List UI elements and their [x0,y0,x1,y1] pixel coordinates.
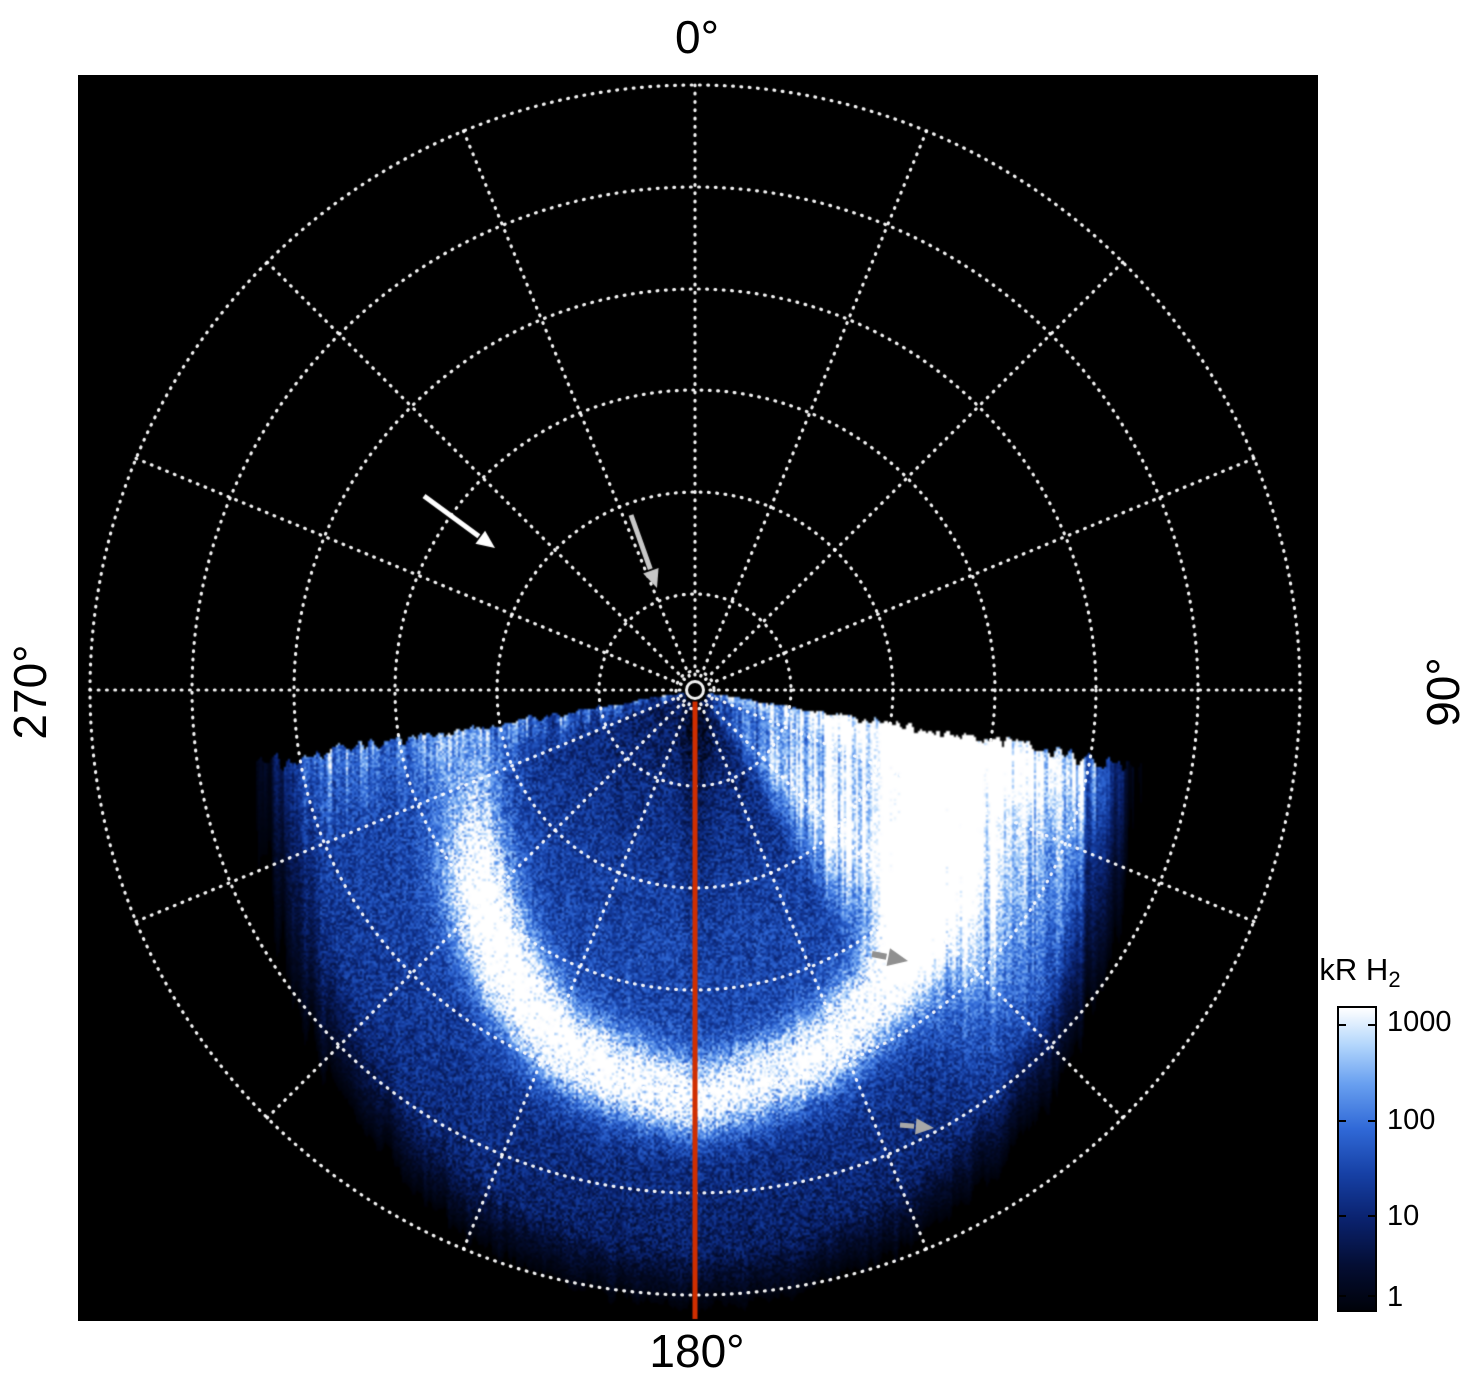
colorbar-tick-mark [1368,1023,1375,1026]
colorbar-tick-mark [1339,1215,1346,1218]
colorbar-tick-mark [1339,1295,1346,1298]
polar-plot-panel [78,75,1318,1321]
colorbar-tick-mark [1368,1120,1375,1123]
colorbar-gradient [1337,1006,1377,1312]
colorbar-tick-10: 10 [1387,1200,1420,1233]
colorbar-title-main: kR H [1319,952,1389,987]
angle-label-90deg: 90° [1417,657,1469,727]
angle-label-270deg: 270° [4,644,56,740]
colorbar-tick-mark [1339,1120,1346,1123]
colorbar-title: kR H2 [1319,952,1400,993]
colorbar-tick-mark [1368,1295,1375,1298]
angle-label-0deg: 0° [675,11,719,63]
colorbar-tick-1000: 1000 [1387,1006,1452,1039]
colorbar-tick-mark [1339,1023,1346,1026]
aurora-polar-canvas [78,75,1318,1321]
colorbar-tick-mark [1368,1215,1375,1218]
angle-label-180deg: 180° [649,1325,745,1377]
colorbar-tick-1: 1 [1387,1280,1404,1313]
colorbar-tick-100: 100 [1387,1103,1436,1136]
colorbar-title-sub: 2 [1388,967,1401,993]
